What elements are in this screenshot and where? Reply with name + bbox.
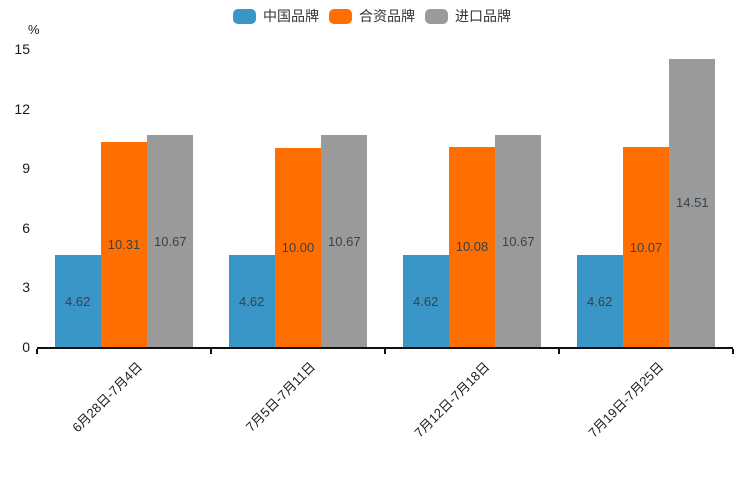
y-tick-label: 15 bbox=[14, 41, 30, 58]
legend-swatch-icon bbox=[329, 9, 352, 24]
bar-中国品牌-1: 4.62 bbox=[228, 255, 275, 347]
y-tick-label: 3 bbox=[22, 279, 30, 296]
legend: 中国品牌 合资品牌 进口品牌 bbox=[0, 8, 744, 25]
bar-value-label: 10.31 bbox=[107, 237, 141, 253]
bar-value-label: 4.62 bbox=[413, 293, 439, 309]
x-category-label: 7月19日-7月25日 bbox=[585, 359, 667, 441]
bar-合资品牌-2: 10.08 bbox=[448, 146, 496, 347]
bar-value-label: 4.62 bbox=[239, 293, 265, 309]
bar-合资品牌-0: 10.31 bbox=[100, 142, 148, 347]
bar-中国品牌-3: 4.62 bbox=[576, 255, 623, 347]
x-axis-line bbox=[37, 347, 733, 349]
legend-label: 合资品牌 bbox=[359, 8, 415, 24]
legend-item-0[interactable]: 中国品牌 bbox=[233, 8, 319, 25]
legend-item-1[interactable]: 合资品牌 bbox=[329, 8, 415, 25]
bar-value-label: 10.67 bbox=[154, 233, 187, 249]
legend-label: 中国品牌 bbox=[263, 8, 319, 24]
y-tick-label: 9 bbox=[22, 160, 30, 177]
bar-value-label: 10.08 bbox=[455, 239, 489, 255]
legend-swatch-icon bbox=[425, 9, 448, 24]
x-axis-tick bbox=[210, 349, 212, 354]
x-category-label: 7月5日-7月11日 bbox=[243, 359, 319, 435]
legend-label: 进口品牌 bbox=[455, 8, 511, 24]
y-tick-label: 0 bbox=[22, 339, 30, 355]
bar-value-label: 14.51 bbox=[676, 195, 709, 211]
bar-value-label: 10.67 bbox=[502, 233, 535, 249]
bar-value-label: 10.07 bbox=[629, 239, 663, 255]
bar-合资品牌-3: 10.07 bbox=[622, 147, 670, 347]
legend-swatch-icon bbox=[233, 9, 256, 24]
x-axis-tick bbox=[732, 349, 734, 354]
bar-value-label: 10.67 bbox=[328, 233, 361, 249]
bar-value-label: 10.00 bbox=[281, 240, 315, 256]
y-tick-label: 6 bbox=[22, 219, 30, 236]
bar-进口品牌-2: 10.67 bbox=[495, 135, 542, 347]
bar-中国品牌-2: 4.62 bbox=[402, 255, 449, 347]
x-category-label: 6月28日-7月4日 bbox=[68, 359, 145, 436]
bar-中国品牌-0: 4.62 bbox=[54, 255, 101, 347]
y-tick-label: 12 bbox=[14, 100, 30, 117]
x-category-label: 7月12日-7月18日 bbox=[411, 359, 493, 441]
bar-value-label: 4.62 bbox=[587, 293, 613, 309]
bar-合资品牌-1: 10.00 bbox=[274, 148, 322, 347]
bar-进口品牌-1: 10.67 bbox=[321, 135, 368, 347]
x-axis-tick bbox=[36, 349, 38, 354]
y-axis-unit-label: % bbox=[28, 22, 40, 37]
x-axis-tick bbox=[384, 349, 386, 354]
bar-进口品牌-3: 14.51 bbox=[669, 58, 716, 347]
bar-value-label: 4.62 bbox=[65, 293, 91, 309]
x-axis-tick bbox=[558, 349, 560, 354]
legend-item-2[interactable]: 进口品牌 bbox=[425, 8, 511, 25]
bar-进口品牌-0: 10.67 bbox=[147, 135, 194, 347]
